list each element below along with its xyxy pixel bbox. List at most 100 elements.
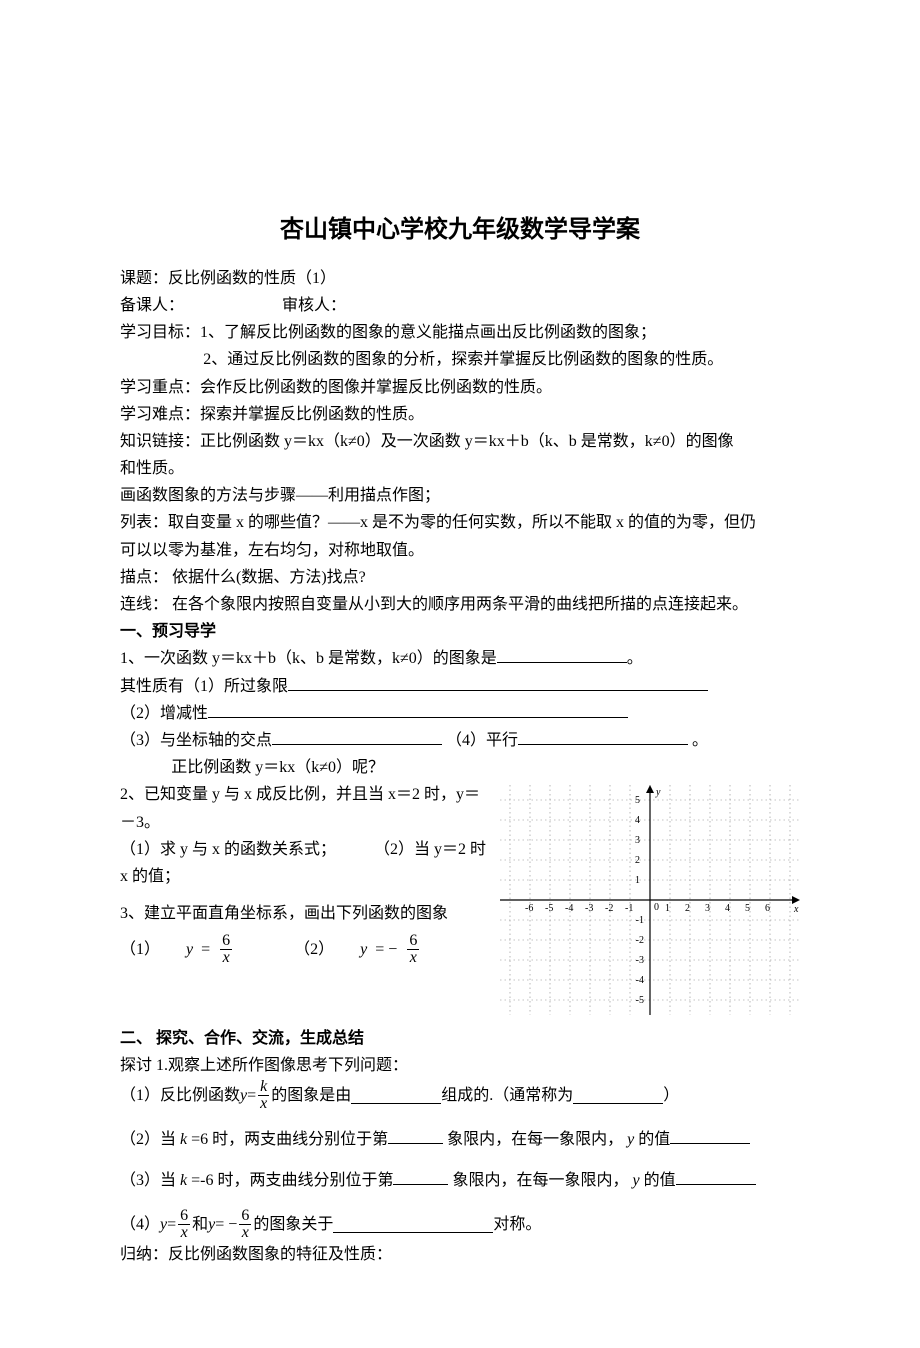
b-q4-num2: 6 bbox=[239, 1208, 251, 1225]
a-prop3b-text: （4）平行 bbox=[446, 732, 518, 749]
f2-num: 6 bbox=[407, 933, 419, 950]
b-q1a: （1）反比例函数 bbox=[120, 1082, 240, 1109]
a-q2: 2、已知变量 y 与 x 成反比例，并且当 x＝2 时，y＝－3。 bbox=[120, 781, 490, 835]
a-prop2-text: （2）增减性 bbox=[120, 705, 208, 722]
b-q1-x: x bbox=[258, 1096, 269, 1112]
blank bbox=[676, 1168, 756, 1185]
b-q4-den1: x bbox=[178, 1225, 190, 1241]
svg-text:-6: -6 bbox=[525, 903, 533, 914]
svg-text:-1: -1 bbox=[636, 915, 644, 926]
b-q4-frac2: 6 x bbox=[239, 1208, 251, 1241]
svg-text:-1: -1 bbox=[625, 903, 633, 914]
reviewer-label: 审核人： bbox=[282, 297, 346, 314]
svg-text:-2: -2 bbox=[636, 935, 644, 946]
b-q4-num1: 6 bbox=[178, 1208, 190, 1225]
b-q4b: 的图象关于 bbox=[253, 1211, 333, 1238]
f1-y: y bbox=[186, 936, 193, 963]
coordinate-grid: yx0-6-5-4-3-2-1123456123456-1-2-3-4-5-6 bbox=[500, 785, 800, 1024]
svg-text:2: 2 bbox=[685, 903, 690, 914]
b-q2d: 的值 bbox=[638, 1131, 670, 1148]
svg-text:4: 4 bbox=[725, 903, 730, 914]
method-connect: 连线： 在各个象限内按照自变量从小到大的顺序用两条平滑的曲线把所描的点连接起来。 bbox=[120, 591, 800, 618]
blank bbox=[518, 728, 688, 745]
a-prop3c-text: 。 bbox=[688, 732, 708, 749]
b-q4c: 对称。 bbox=[493, 1211, 541, 1238]
a-prop1: 其性质有（1）所过象限 bbox=[120, 673, 800, 700]
link-line2: 和性质。 bbox=[120, 455, 800, 482]
formula-row: （1） y = 6 x （2） y = − 6 x bbox=[120, 933, 490, 966]
b-q1d: ） bbox=[663, 1082, 679, 1109]
blank bbox=[388, 1127, 443, 1144]
svg-text:1: 1 bbox=[635, 875, 640, 886]
svg-text:-2: -2 bbox=[605, 903, 613, 914]
b-q1c: 组成的.（通常称为 bbox=[441, 1082, 573, 1109]
b-q1-frac: k x bbox=[258, 1079, 269, 1112]
svg-text:4: 4 bbox=[635, 815, 640, 826]
b-q4-den2: x bbox=[239, 1225, 251, 1241]
b-q2a: （2）当 bbox=[120, 1131, 176, 1148]
objectives-line1: 学习目标：1、了解反比例函数的图象的意义能描点画出反比例函数的图象； bbox=[120, 319, 800, 346]
topic-line: 课题：反比例函数的性质（1） bbox=[120, 265, 800, 292]
a-prop1-text: 其性质有（1）所过象限 bbox=[120, 678, 288, 695]
svg-text:-4: -4 bbox=[636, 975, 644, 986]
b-q2-y: y bbox=[627, 1131, 634, 1148]
svg-text:-3: -3 bbox=[636, 955, 644, 966]
b-intro: 探讨 1.观察上述所作图像思考下列问题： bbox=[120, 1052, 800, 1079]
blank bbox=[288, 674, 708, 691]
objectives-item1: 1、了解反比例函数的图象的意义能描点画出反比例函数的图象； bbox=[200, 324, 656, 341]
svg-text:-4: -4 bbox=[565, 903, 573, 914]
method-list1: 列表：取自变量 x 的哪些值？——x 是不为零的任何实数，所以不能取 x 的值的… bbox=[120, 509, 800, 536]
b-q3: （3）当 k =-6 时，两支曲线分别位于第 象限内，在每一象限内， y 的值 bbox=[120, 1167, 800, 1194]
f1-num: 6 bbox=[220, 933, 232, 950]
svg-text:2: 2 bbox=[635, 855, 640, 866]
link-label: 知识链接： bbox=[120, 433, 200, 450]
a-q1: 1、一次函数 y＝kx＋b（k、b 是常数，k≠0）的图象是。 bbox=[120, 645, 800, 672]
method-list2: 可以以零为基准，左右均匀，对称地取值。 bbox=[120, 537, 800, 564]
link-line1: 知识链接：正比例函数 y＝kx（k≠0）及一次函数 y＝kx＋b（k、b 是常数… bbox=[120, 428, 800, 455]
blank bbox=[272, 728, 442, 745]
b-q3c: 象限内，在每一象限内， bbox=[452, 1172, 628, 1189]
preparer-line: 备课人： 审核人： bbox=[120, 292, 800, 319]
blank bbox=[351, 1087, 441, 1104]
svg-text:-5: -5 bbox=[636, 995, 644, 1006]
link-text1: 正比例函数 y＝kx（k≠0）及一次函数 y＝kx＋b（k、b 是常数，k≠0）… bbox=[200, 433, 734, 450]
formula-2: （2） y = − 6 x bbox=[294, 933, 421, 966]
b-q1-y: y bbox=[240, 1082, 247, 1109]
a-prop2: （2）增减性 bbox=[120, 700, 800, 727]
section-a-heading: 一、预习导学 bbox=[120, 618, 800, 645]
blank bbox=[670, 1127, 750, 1144]
a-prop3a-text: （3）与坐标轴的交点 bbox=[120, 732, 272, 749]
difficulty-text: 探索并掌握反比例函数的性质。 bbox=[200, 406, 424, 423]
b-q1b: 的图象是由 bbox=[271, 1082, 351, 1109]
f1-frac: 6 x bbox=[220, 933, 232, 966]
svg-text:5: 5 bbox=[635, 795, 640, 806]
b-q2c: 象限内，在每一象限内， bbox=[447, 1131, 623, 1148]
blank bbox=[208, 701, 628, 718]
svg-text:3: 3 bbox=[705, 903, 710, 914]
svg-text:3: 3 bbox=[635, 835, 640, 846]
difficulty-label: 学习难点： bbox=[120, 406, 200, 423]
b-q4a: （4） bbox=[120, 1211, 160, 1238]
b-q1: （1）反比例函数 y= k x 的图象是由 组成的.（通常称为 ） bbox=[120, 1079, 800, 1112]
b-q2: （2）当 k =6 时，两支曲线分别位于第 象限内，在每一象限内， y 的值 bbox=[120, 1126, 800, 1153]
blank bbox=[573, 1087, 663, 1104]
difficulty-line: 学习难点：探索并掌握反比例函数的性质。 bbox=[120, 401, 800, 428]
page-title: 杏山镇中心学校九年级数学导学案 bbox=[120, 210, 800, 251]
a-q2-sub: （1）求 y 与 x 的函数关系式； （2）当 y＝2 时 x 的值； bbox=[120, 836, 490, 890]
b-q3a: （3）当 bbox=[120, 1172, 176, 1189]
objectives-label: 学习目标： bbox=[120, 324, 200, 341]
b-q4: （4） y= 6 x 和 y= − 6 x 的图象关于 对称。 bbox=[120, 1208, 800, 1241]
b-q4-frac1: 6 x bbox=[178, 1208, 190, 1241]
b-summary: 归纳：反比例函数图象的特征及性质： bbox=[120, 1241, 800, 1268]
keypoint-line: 学习重点：会作反比例函数的图像并掌握反比例函数的性质。 bbox=[120, 374, 800, 401]
b-q3b: =-6 时，两支曲线分别位于第 bbox=[191, 1172, 393, 1189]
svg-text:x: x bbox=[793, 904, 799, 915]
f1-den: x bbox=[220, 950, 232, 966]
b-q3-y: y bbox=[633, 1172, 640, 1189]
b-q3-k: k bbox=[180, 1172, 187, 1189]
blank bbox=[393, 1168, 448, 1185]
f2-den: x bbox=[407, 950, 419, 966]
b-q2b: =6 时，两支曲线分别位于第 bbox=[191, 1131, 388, 1148]
method-plot: 描点： 依据什么(数据、方法)找点? bbox=[120, 564, 800, 591]
svg-text:0: 0 bbox=[654, 902, 659, 913]
